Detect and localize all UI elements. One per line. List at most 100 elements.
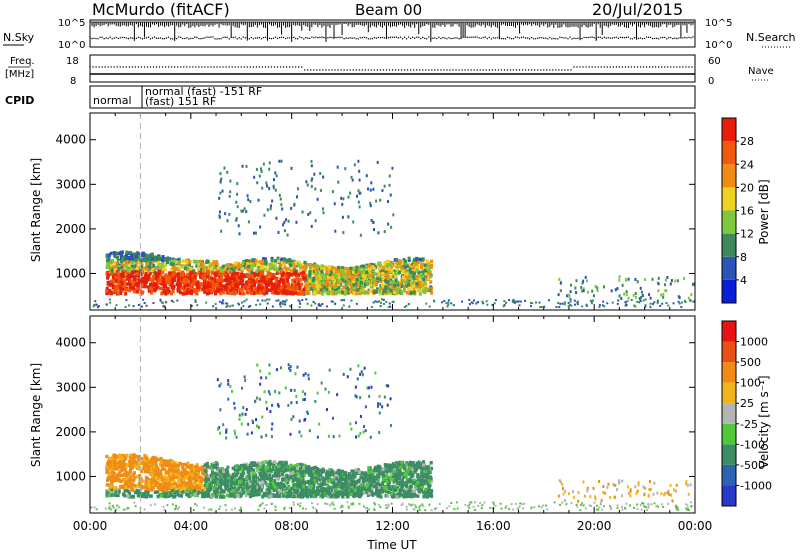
echo-pixel <box>150 258 154 263</box>
echo-pixel <box>330 300 333 303</box>
echo-pixel <box>372 187 375 191</box>
echo-pixel <box>660 293 663 297</box>
nsearch-trace <box>563 37 565 39</box>
echo-pixel <box>154 271 158 275</box>
echo-pixel <box>181 270 185 275</box>
echo-pixel <box>198 270 202 275</box>
echo-pixel <box>228 212 231 216</box>
echo-pixel <box>387 305 390 308</box>
nave-trace <box>355 69 357 71</box>
power-colorbar-label: Power [dB] <box>757 179 771 244</box>
echo-pixel <box>194 299 197 302</box>
echo-pixel <box>153 255 157 259</box>
echo-pixel <box>372 290 376 294</box>
echo-pixel <box>140 283 144 287</box>
echo-pixel <box>426 287 430 291</box>
nsearch-trace <box>184 37 186 40</box>
echo-pixel <box>387 274 391 279</box>
echo-pixel <box>468 303 471 306</box>
echo-pixel <box>112 506 115 509</box>
echo-pixel <box>333 287 337 292</box>
nsearch-trace <box>660 36 662 39</box>
echo-pixel <box>277 269 281 273</box>
echo-pixel <box>305 290 309 294</box>
echo-pixel <box>273 289 277 293</box>
echo-pixel <box>334 279 338 283</box>
echo-pixel <box>283 229 286 233</box>
nave-trace <box>594 66 596 68</box>
nave-trace <box>131 66 134 68</box>
echo-pixel <box>317 286 321 291</box>
echo-pixel <box>400 503 403 506</box>
nave-trace <box>540 69 542 71</box>
echo-pixel <box>602 505 605 508</box>
echo-pixel <box>342 276 346 280</box>
nave-trace <box>667 66 669 68</box>
nave-trace <box>388 69 391 71</box>
echo-pixel <box>283 281 287 285</box>
echo-pixel <box>227 283 231 287</box>
echo-pixel <box>203 290 207 294</box>
echo-pixel <box>644 277 647 281</box>
echo-pixel <box>448 505 451 508</box>
echo-pixel <box>505 301 508 304</box>
nsearch-trace <box>260 38 263 40</box>
echo-pixel <box>272 272 276 277</box>
nave-trace <box>627 66 630 68</box>
echo-pixel <box>97 305 100 308</box>
echo-pixel <box>268 272 272 276</box>
echo-pixel <box>331 501 334 504</box>
echo-pixel <box>203 506 206 509</box>
echo-pixel <box>362 287 366 292</box>
echo-pixel <box>240 480 244 484</box>
echo-pixel <box>659 304 662 307</box>
nsearch-trace <box>607 37 609 39</box>
echo-pixel <box>423 263 427 268</box>
echo-pixel <box>470 301 473 304</box>
echo-pixel <box>609 506 612 509</box>
echo-pixel <box>586 290 589 294</box>
echo-pixel <box>342 231 345 235</box>
echo-pixel <box>134 258 138 262</box>
echo-pixel <box>220 284 224 288</box>
echo-pixel <box>576 301 579 304</box>
echo-pixel <box>162 282 166 286</box>
nsearch-trace <box>232 36 234 39</box>
echo-pixel <box>173 508 176 511</box>
echo-pixel <box>601 304 604 307</box>
echo-pixel <box>494 504 497 507</box>
echo-pixel <box>214 303 217 306</box>
nave-trace <box>228 66 230 68</box>
echo-pixel <box>653 301 656 304</box>
echo-pixel <box>218 210 221 214</box>
echo-pixel <box>150 257 154 261</box>
nsearch-trace <box>234 36 236 38</box>
echo-pixel <box>174 504 177 507</box>
echo-pixel <box>357 277 361 281</box>
echo-pixel <box>187 276 191 280</box>
echo-pixel <box>464 503 467 506</box>
echo-pixel <box>210 279 214 284</box>
echo-pixel <box>389 274 393 279</box>
echo-pixel <box>105 254 109 258</box>
echo-pixel <box>321 207 324 211</box>
echo-pixel <box>441 301 444 304</box>
nsearch-trace <box>430 38 432 40</box>
nsearch-trace <box>658 38 660 40</box>
echo-pixel <box>120 289 124 293</box>
freq-tick-top: 18 <box>66 56 79 67</box>
nsearch-trace <box>272 37 275 39</box>
echo-pixel <box>149 282 153 287</box>
echo-pixel <box>341 215 344 219</box>
echo-pixel <box>151 276 155 281</box>
nsearch-trace <box>668 37 670 39</box>
echo-pixel <box>136 290 140 294</box>
echo-pixel <box>147 264 151 269</box>
nave-trace <box>334 69 336 71</box>
echo-pixel <box>410 464 414 469</box>
nave-trace <box>600 66 602 68</box>
echo-pixel <box>117 283 121 287</box>
echo-pixel <box>241 283 245 287</box>
echo-pixel <box>644 305 647 308</box>
nsearch-trace <box>446 38 448 40</box>
